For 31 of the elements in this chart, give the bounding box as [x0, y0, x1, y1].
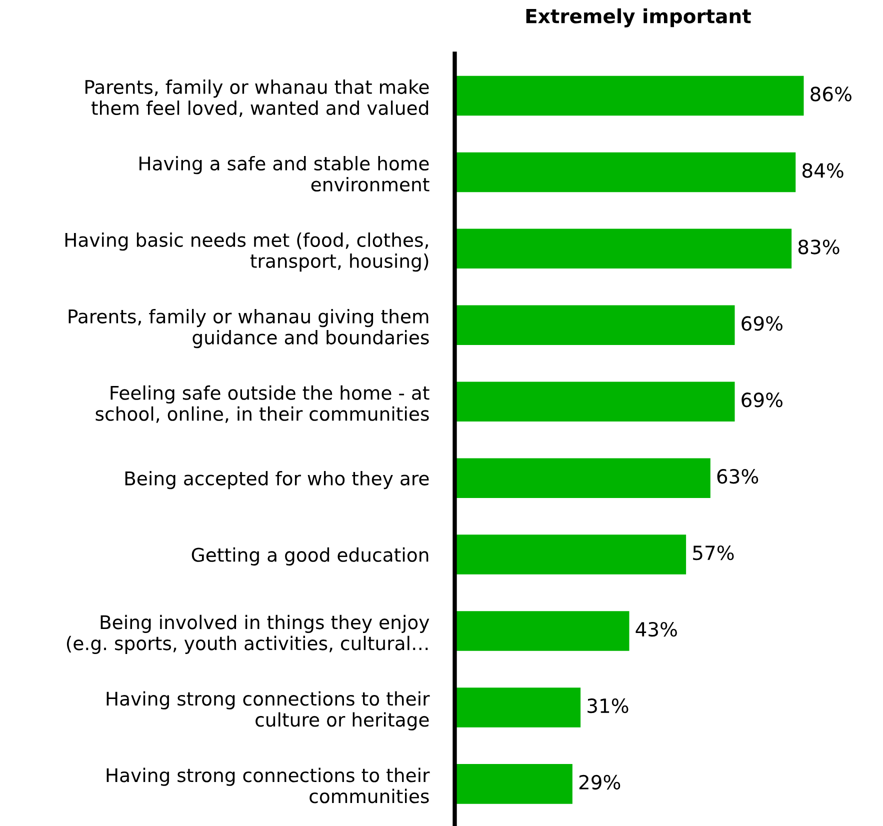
- bar: [454, 534, 686, 574]
- data-label: 29%: [579, 774, 620, 790]
- bar: [454, 76, 804, 116]
- bar: [454, 764, 572, 804]
- data-label: 43%: [636, 622, 677, 637]
- bar: [454, 688, 581, 728]
- data-label: 69%: [742, 392, 782, 408]
- y-tick-label: Being accepted for who they are: [125, 470, 429, 490]
- bar: [454, 382, 735, 422]
- data-label: 63%: [717, 469, 758, 484]
- y-tick-label: Having a safe and stable home environment: [140, 156, 430, 192]
- bar: [454, 458, 710, 498]
- y-tick-label: Parents, family or whanau that make them feel loved, wanted and valued: [86, 80, 429, 117]
- y-tick-label: Having strong connections to their communities: [106, 768, 430, 804]
- y-tick-label: Being involved in things they enjoy (e.g. sports, youth activities, cultural…: [66, 614, 430, 654]
- data-label: 83%: [798, 240, 840, 254]
- bar: [454, 611, 630, 651]
- y-tick-label: Having basic needs met (food, clothes, transport, housing): [65, 232, 428, 272]
- y-tick-label: Getting a good education: [192, 547, 428, 566]
- y-tick-label: Feeling safe outside the home - at school, online, in their communities: [96, 385, 430, 423]
- chart-title: Extremely important: [526, 8, 751, 28]
- bar: [454, 305, 735, 346]
- y-tick-label: Parents, family or whanau giving them guidance and boundaries: [68, 308, 429, 348]
- data-label: 69%: [742, 316, 782, 331]
- data-label: 86%: [810, 86, 852, 102]
- bar: [454, 152, 796, 192]
- bar: [454, 228, 792, 269]
- data-label: 84%: [802, 163, 844, 178]
- data-label: 57%: [693, 545, 734, 560]
- y-tick-label: Having strong connections to their culture or heritage: [106, 691, 430, 730]
- data-label: 31%: [588, 698, 628, 714]
